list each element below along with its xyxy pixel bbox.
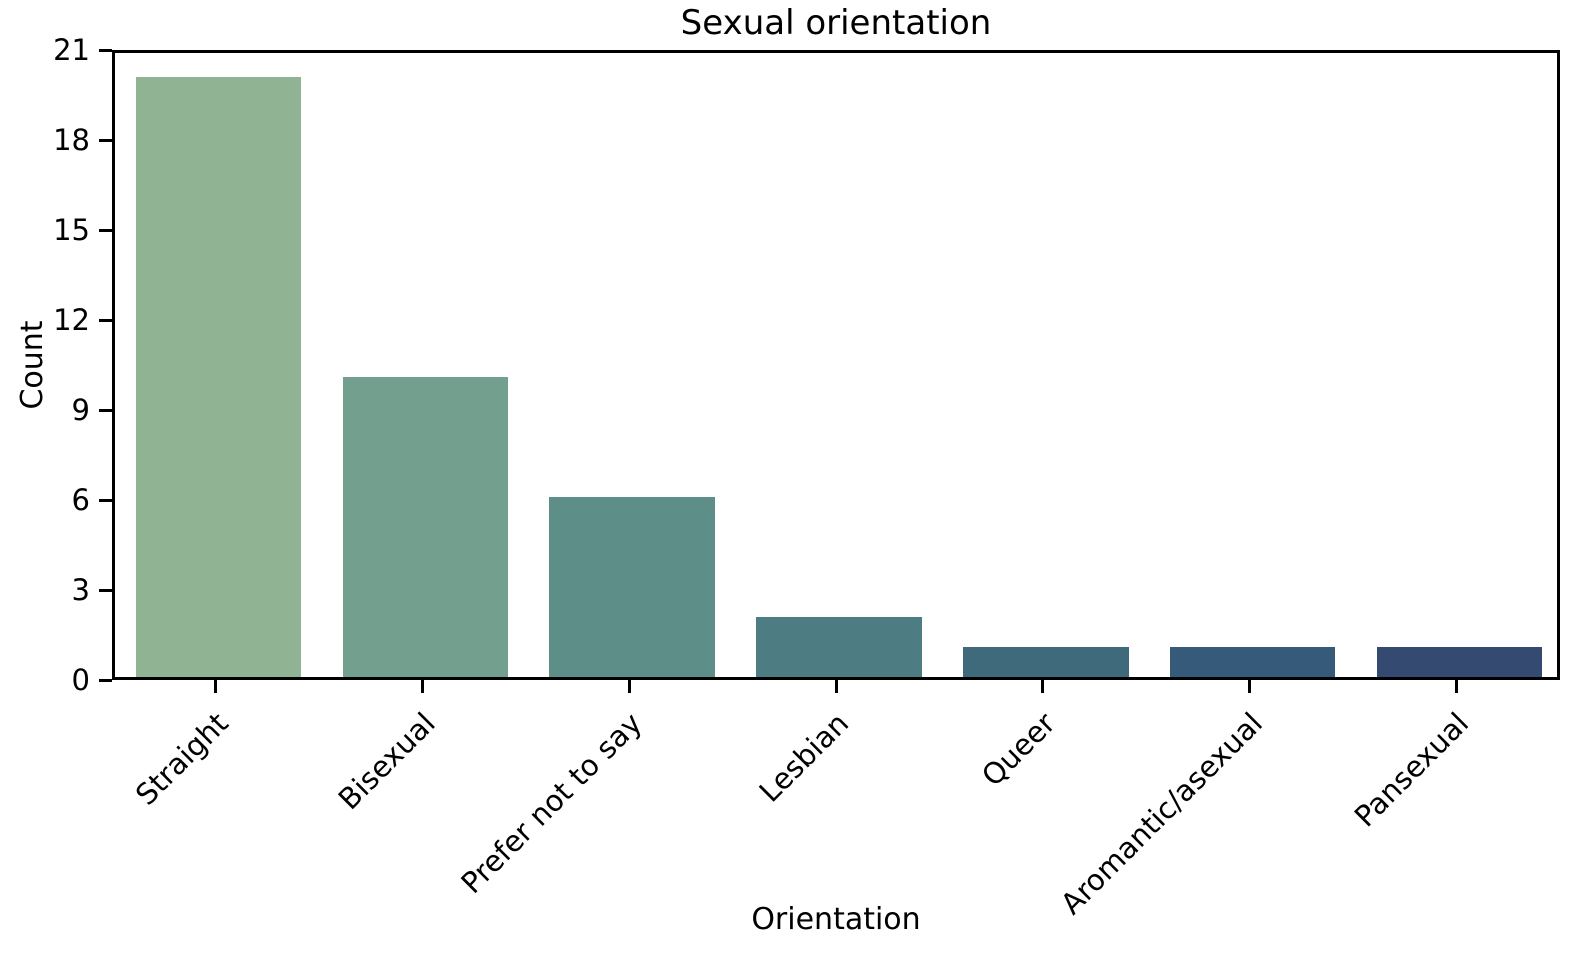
y-tick-label: 3 xyxy=(71,573,90,607)
y-tick-label: 18 xyxy=(53,123,90,157)
bar-queer xyxy=(963,647,1129,677)
x-tick-label: Pansexual xyxy=(1348,706,1476,834)
x-tick-mark xyxy=(834,680,838,693)
bar-pansexual xyxy=(1376,647,1543,677)
bar-prefer-not-to-say xyxy=(549,497,715,677)
x-tick-label: Aromantic/asexual xyxy=(1053,706,1269,921)
bar-aromantic-asexual xyxy=(1169,647,1336,677)
y-tick-mark xyxy=(99,48,112,52)
y-tick-mark xyxy=(99,498,112,502)
x-tick-label: Straight xyxy=(128,706,235,812)
x-tick-mark xyxy=(1455,680,1459,693)
y-tick-mark xyxy=(99,588,112,592)
y-tick-label: 6 xyxy=(71,483,90,517)
y-tick-label: 15 xyxy=(53,213,90,247)
y-tick-label: 21 xyxy=(53,33,90,67)
chart-title: Sexual orientation xyxy=(680,3,992,43)
x-tick-label: Bisexual xyxy=(331,706,442,817)
y-tick-mark xyxy=(99,228,112,232)
x-tick-label: Lesbian xyxy=(752,706,856,809)
x-tick-label: Queer xyxy=(975,706,1062,793)
bar-lesbian xyxy=(756,617,922,677)
y-tick-label: 0 xyxy=(71,663,90,697)
plot-area xyxy=(112,50,1560,680)
y-tick-mark xyxy=(99,408,112,412)
x-tick-mark xyxy=(420,680,424,693)
x-tick-mark xyxy=(1248,680,1252,693)
x-tick-mark xyxy=(1041,680,1045,693)
y-tick-mark xyxy=(99,678,112,682)
y-tick-mark xyxy=(99,138,112,142)
x-axis-label: Orientation xyxy=(751,902,921,937)
bar-bisexual xyxy=(342,377,509,677)
x-tick-label: Prefer not to say xyxy=(454,706,649,901)
x-tick-mark xyxy=(627,680,631,693)
x-tick-mark xyxy=(213,680,217,693)
y-tick-mark xyxy=(99,318,112,322)
y-axis-label: Count xyxy=(15,320,50,410)
bar-straight xyxy=(135,77,302,677)
